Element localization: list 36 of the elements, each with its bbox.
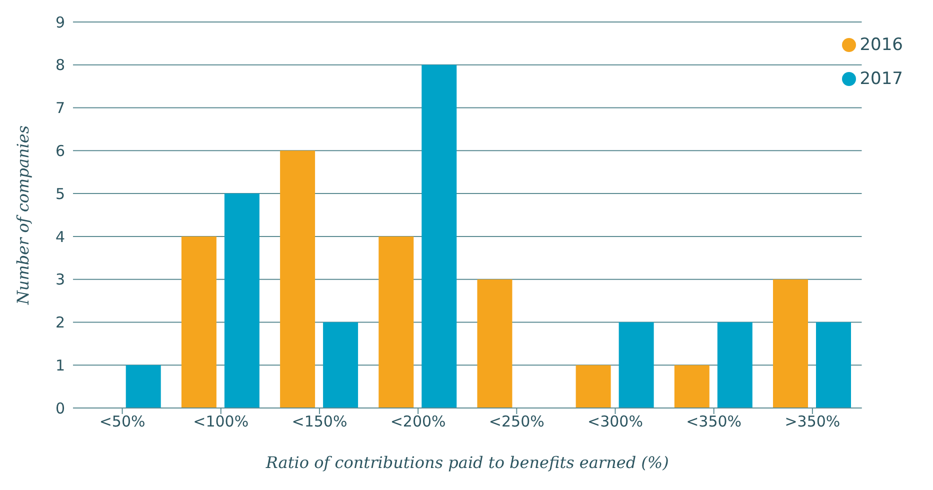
y-tick-label: 6 [55, 142, 65, 160]
y-tick-label: 3 [55, 270, 65, 289]
bar [323, 322, 358, 408]
x-tick-label: >350% [784, 412, 840, 431]
y-tick-label: 7 [55, 99, 65, 118]
bar [422, 64, 457, 408]
y-tick-label: 5 [55, 184, 65, 203]
x-tick-label: <200% [390, 412, 446, 431]
bar [717, 322, 752, 408]
x-tick-label: <250% [488, 412, 544, 431]
bar [477, 279, 512, 408]
bar [773, 279, 808, 408]
x-tick-label: <300% [588, 412, 643, 431]
bar [378, 236, 414, 408]
bar [280, 150, 316, 408]
bar [576, 365, 611, 408]
x-tick-label: <100% [193, 412, 249, 431]
bar [674, 365, 710, 408]
y-tick-label: 8 [55, 56, 65, 74]
bar [816, 322, 851, 408]
y-tick-label: 2 [55, 314, 65, 332]
bar [181, 236, 216, 408]
y-tick-label: 4 [55, 228, 65, 246]
y-tick-label: 0 [55, 399, 65, 418]
y-axis-title: Number of companies [14, 125, 33, 306]
bar [224, 194, 260, 408]
y-tick-label: 9 [55, 13, 65, 32]
x-tick-label: <150% [292, 412, 348, 431]
x-tick-label: <350% [686, 412, 742, 431]
y-tick-label: 1 [55, 356, 65, 374]
bar [618, 322, 654, 408]
bar [126, 365, 161, 408]
x-tick-label: <50% [99, 412, 146, 431]
legend-label: 2016 [860, 35, 903, 55]
legend-label: 2017 [860, 69, 903, 89]
x-axis-title: Ratio of contributions paid to benefits earned (%) [264, 453, 669, 472]
